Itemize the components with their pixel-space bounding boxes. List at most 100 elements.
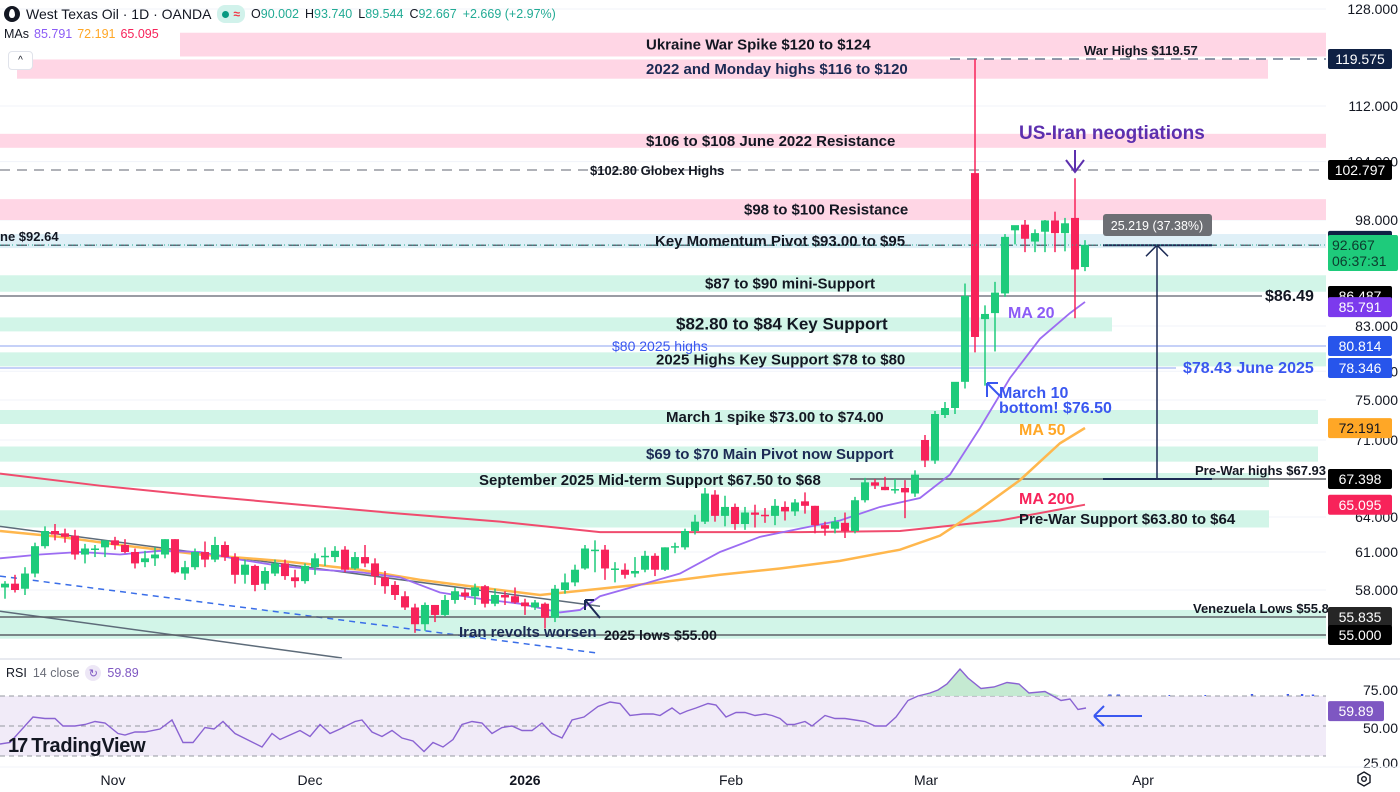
candle-down[interactable] [761, 514, 769, 517]
candle-up[interactable] [931, 414, 939, 461]
settings-gear-icon[interactable] [1356, 771, 1372, 787]
candle-down[interactable] [381, 577, 389, 587]
price-axis[interactable] [1328, 0, 1400, 658]
candle-down[interactable] [391, 584, 399, 595]
candle-down[interactable] [131, 552, 139, 564]
candle-up[interactable] [1011, 225, 1019, 231]
candle-up[interactable] [661, 547, 669, 570]
zone-support[interactable] [0, 609, 1326, 639]
candle-down[interactable] [51, 531, 59, 535]
candle-down[interactable] [461, 592, 469, 597]
time-tick[interactable]: Apr [1132, 772, 1154, 788]
time-tick[interactable]: Nov [101, 772, 126, 788]
ma20-line[interactable] [0, 301, 1086, 614]
candle-down[interactable] [521, 602, 529, 607]
zone-support[interactable] [0, 510, 1269, 528]
candle-down[interactable] [1071, 217, 1079, 270]
candle-down[interactable] [11, 583, 19, 590]
candle-up[interactable] [681, 531, 689, 548]
candle-down[interactable] [841, 522, 849, 531]
candle-up[interactable] [81, 548, 89, 555]
candle-up[interactable] [41, 531, 49, 547]
time-tick[interactable]: Feb [719, 772, 743, 788]
candle-up[interactable] [671, 546, 679, 548]
candle-down[interactable] [221, 545, 229, 558]
candle-up[interactable] [641, 555, 649, 570]
candle-down[interactable] [341, 549, 349, 570]
candle-up[interactable] [301, 565, 309, 582]
candle-up[interactable] [1001, 236, 1009, 294]
tradingview-logo[interactable]: 17 TradingView [8, 735, 146, 758]
candle-up[interactable] [1061, 223, 1069, 234]
candle-down[interactable] [281, 563, 289, 577]
candle-up[interactable] [181, 567, 189, 574]
rsi-legend[interactable]: RSI 14 close ↻ 59.89 [6, 665, 139, 681]
candle-down[interactable] [171, 539, 179, 573]
candle-down[interactable] [231, 557, 239, 575]
candle-down[interactable] [821, 525, 829, 529]
candle-down[interactable] [811, 505, 819, 526]
candle-down[interactable] [621, 569, 629, 575]
candle-up[interactable] [211, 545, 219, 560]
candle-up[interactable] [691, 521, 699, 531]
candle-up[interactable] [791, 502, 799, 512]
candle-down[interactable] [921, 440, 929, 461]
ma200-line[interactable] [0, 472, 1086, 534]
candle-down[interactable] [651, 555, 659, 570]
candle-up[interactable] [941, 408, 949, 415]
candle-up[interactable] [981, 313, 989, 320]
candle-down[interactable] [971, 173, 979, 337]
candle-up[interactable] [611, 568, 619, 570]
candle-up[interactable] [551, 588, 559, 618]
candle-down[interactable] [541, 603, 549, 618]
candle-down[interactable] [431, 604, 439, 615]
collapse-legend-button[interactable]: ^ [8, 51, 33, 70]
symbol-title[interactable]: West Texas Oil · 1D · OANDA [26, 6, 212, 22]
time-tick[interactable]: 2026 [509, 772, 540, 788]
candle-up[interactable] [241, 564, 249, 575]
trendline[interactable] [0, 525, 601, 607]
candle-up[interactable] [571, 569, 579, 583]
zone-support[interactable] [0, 446, 1318, 462]
zone-resistance[interactable] [17, 59, 1268, 79]
candle-up[interactable] [851, 500, 859, 531]
candle-up[interactable] [161, 539, 169, 555]
candle-up[interactable] [261, 571, 269, 584]
candle-up[interactable] [561, 582, 569, 590]
candle-up[interactable] [581, 548, 589, 569]
candle-down[interactable] [251, 565, 259, 585]
candle-down[interactable] [881, 486, 889, 491]
candle-up[interactable] [741, 512, 749, 524]
zone-support[interactable] [0, 352, 1326, 367]
zone-resistance[interactable] [180, 32, 1326, 57]
candle-down[interactable] [871, 482, 879, 486]
time-tick[interactable]: Mar [914, 772, 938, 788]
candle-up[interactable] [1, 583, 9, 588]
candle-down[interactable] [121, 545, 129, 552]
candle-up[interactable] [631, 571, 639, 574]
candle-up[interactable] [591, 549, 599, 552]
candle-up[interactable] [151, 554, 159, 559]
candle-up[interactable] [21, 573, 29, 589]
zone-resistance[interactable] [0, 133, 1326, 148]
candle-up[interactable] [331, 550, 339, 558]
candle-down[interactable] [1051, 220, 1059, 234]
candle-up[interactable] [271, 563, 279, 574]
candle-up[interactable] [321, 555, 329, 558]
candle-down[interactable] [201, 552, 209, 560]
zone-support[interactable] [0, 410, 1318, 424]
candle-up[interactable] [141, 558, 149, 563]
time-tick[interactable]: Dec [298, 772, 323, 788]
zone-support[interactable] [0, 317, 1112, 332]
candle-up[interactable] [191, 552, 199, 568]
candle-down[interactable] [401, 596, 409, 608]
candle-up[interactable] [421, 604, 429, 625]
candle-up[interactable] [991, 292, 999, 314]
candle-up[interactable] [31, 546, 39, 574]
trendline[interactable] [0, 575, 601, 655]
candle-down[interactable] [511, 596, 519, 603]
candle-up[interactable] [531, 602, 539, 608]
candle-up[interactable] [771, 505, 779, 516]
candle-down[interactable] [731, 506, 739, 524]
